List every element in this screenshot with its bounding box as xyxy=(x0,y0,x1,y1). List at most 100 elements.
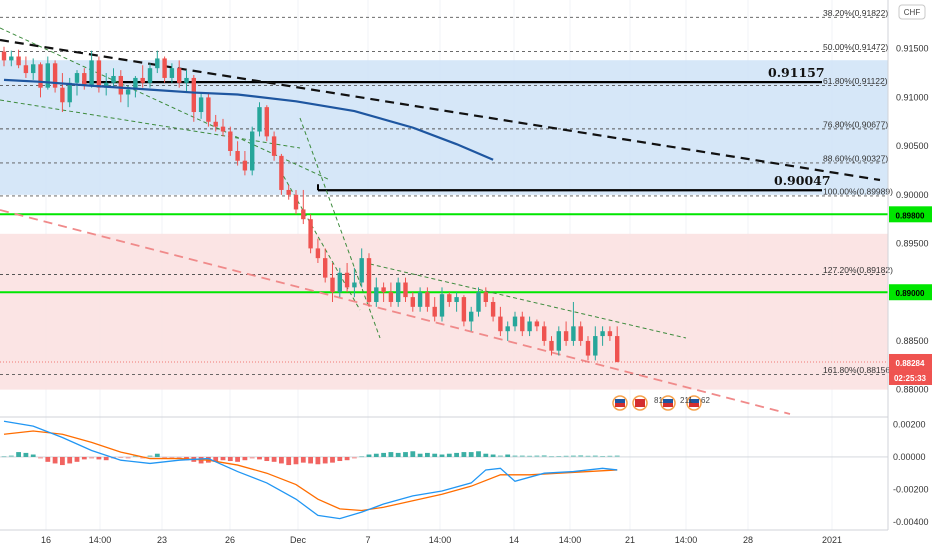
macd-histogram-bar xyxy=(344,456,350,461)
macd-histogram-bar xyxy=(154,453,160,457)
macd-signal-line xyxy=(3,430,618,512)
currency-badge[interactable] xyxy=(898,4,926,20)
candle-body xyxy=(593,336,598,356)
macd-histogram-bar xyxy=(89,456,94,459)
event-badge-count: 211 xyxy=(680,396,693,405)
candle-body xyxy=(279,155,284,190)
event-badge-count: 62 xyxy=(701,396,710,405)
macd-histogram-bar xyxy=(600,455,605,457)
macd-histogram-bar xyxy=(1,456,7,458)
candle-body xyxy=(31,64,36,74)
time-axis-tick: 28 xyxy=(743,535,753,545)
macd-histogram-bar xyxy=(242,456,248,461)
macd-histogram-bar xyxy=(614,455,620,457)
macd-histogram-bar xyxy=(38,456,43,459)
candle-body xyxy=(425,292,430,307)
candle-body xyxy=(220,126,226,132)
candle-body xyxy=(490,301,496,317)
macd-histogram-bar xyxy=(74,456,80,462)
macd-histogram-bar xyxy=(103,456,109,461)
macd-histogram-bar xyxy=(162,456,167,459)
macd-histogram-bar xyxy=(300,456,306,463)
price-axis-tick: 0.90500 xyxy=(896,141,929,151)
candle-body xyxy=(60,87,65,103)
macd-histogram-bar xyxy=(395,452,401,457)
event-flag-stripe xyxy=(663,403,673,407)
candle-body xyxy=(125,89,131,95)
time-axis-tick: 23 xyxy=(157,535,167,545)
candle-body xyxy=(264,107,269,137)
macd-histogram-bar xyxy=(293,456,299,465)
macd-histogram-bar xyxy=(279,456,284,464)
time-axis-tick: 14:00 xyxy=(675,535,698,545)
candle-body xyxy=(1,51,7,61)
candle-body xyxy=(198,97,204,113)
support-badge-value: 0.89000 xyxy=(896,289,925,298)
macd-histogram-bar xyxy=(30,454,36,457)
candle-body xyxy=(585,340,591,356)
macd-panel xyxy=(0,416,888,520)
candle-body xyxy=(520,316,525,332)
candle-body xyxy=(293,194,299,210)
macd-histogram-bar xyxy=(147,455,153,457)
candle-body xyxy=(257,107,262,132)
candle-body xyxy=(118,75,123,95)
candle-body xyxy=(374,287,379,302)
candle-body xyxy=(461,297,467,322)
macd-histogram-bar xyxy=(527,455,532,457)
channel-line-green xyxy=(369,263,687,339)
countdown-value: 02:25:33 xyxy=(894,374,927,383)
time-axis-tick: 14:00 xyxy=(89,535,112,545)
macd-histogram-bar xyxy=(388,452,394,457)
candle-body xyxy=(578,326,583,341)
event-badge-count: 81 xyxy=(654,396,663,405)
macd-histogram-bar xyxy=(410,451,416,457)
candle-body xyxy=(16,56,21,66)
macd-histogram-bar xyxy=(322,456,328,464)
candle-body xyxy=(615,336,620,362)
candle-body xyxy=(410,297,415,307)
key-level-label: 0.91157 xyxy=(768,65,825,80)
event-flag-stripe xyxy=(635,403,645,407)
macd-histogram-bar xyxy=(227,456,233,462)
event-flag-stripe xyxy=(689,403,699,407)
macd-histogram-bar xyxy=(96,456,102,460)
macd-histogram-bar xyxy=(45,456,51,462)
candle-body xyxy=(417,292,423,307)
event-flag-stripe xyxy=(635,399,645,403)
time-axis-tick: 16 xyxy=(41,535,51,545)
candle-body xyxy=(542,326,547,341)
candle-body xyxy=(38,64,43,88)
macd-histogram-bar xyxy=(607,455,613,457)
candle-body xyxy=(155,58,160,69)
price-axis-tick: 0.88000 xyxy=(896,385,929,395)
fib-level-label: 50.00%(0.91472) xyxy=(823,42,888,52)
macd-histogram-bar xyxy=(468,452,474,457)
macd-histogram-bar xyxy=(519,455,525,457)
macd-histogram-bar xyxy=(330,456,335,463)
fib-level-label: 100.00%(0.89989) xyxy=(823,186,893,196)
macd-histogram-bar xyxy=(505,454,511,457)
macd-histogram-bar xyxy=(23,452,29,457)
time-axis-tick: 2021 xyxy=(822,535,842,545)
candle-body xyxy=(301,209,306,220)
candle-body xyxy=(271,136,277,156)
macd-axis-tick: -0.00400 xyxy=(893,517,929,527)
candle-body xyxy=(52,63,58,88)
event-flag-stripe xyxy=(663,399,673,403)
macd-histogram-bar xyxy=(461,452,467,457)
macd-histogram-bar xyxy=(359,456,365,458)
candle-body xyxy=(534,321,540,327)
event-flag-stripe xyxy=(615,399,625,403)
candle-body xyxy=(206,97,211,122)
candle-body xyxy=(388,292,394,302)
candle-body xyxy=(315,248,321,259)
macd-histogram-bar xyxy=(549,456,554,458)
macd-histogram-bar xyxy=(67,456,73,464)
key-level-label: 0.90047 xyxy=(774,173,831,188)
candle-body xyxy=(600,331,605,337)
candle-body xyxy=(359,258,364,283)
macd-histogram-bar xyxy=(578,455,584,457)
